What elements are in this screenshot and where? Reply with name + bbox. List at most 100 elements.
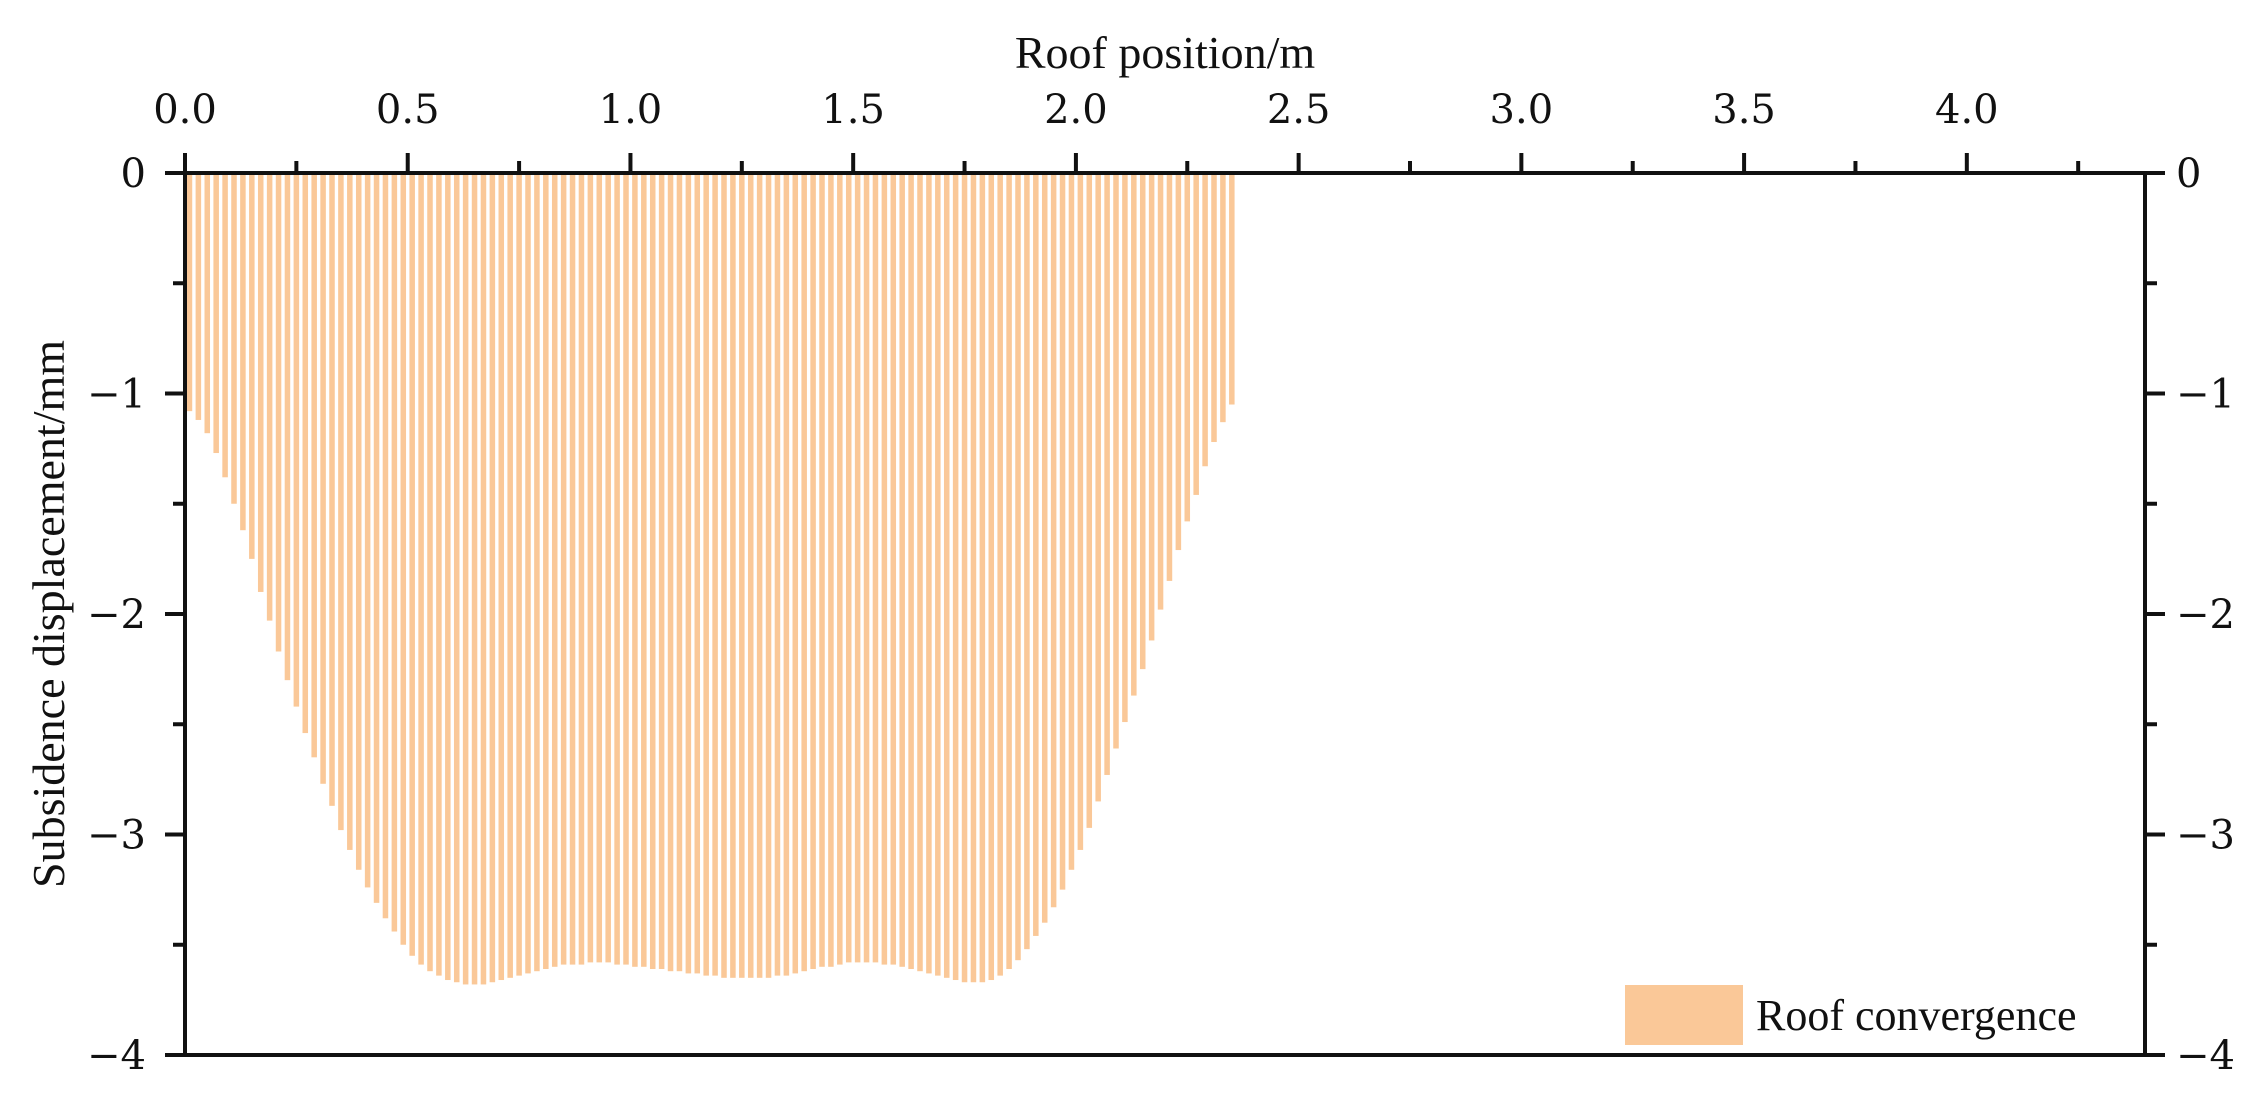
bar-104	[1113, 173, 1119, 749]
bar-114	[1202, 173, 1208, 467]
bar-39	[534, 173, 540, 972]
bar-10	[275, 173, 282, 652]
bar-81	[908, 173, 914, 970]
bar-37	[516, 173, 522, 976]
bar-14	[311, 173, 317, 758]
bar-41	[551, 173, 558, 967]
bar-79	[890, 173, 897, 965]
y-right-tick-label-2: −2	[2176, 592, 2235, 638]
bar-55	[676, 173, 683, 972]
bar-115	[1211, 173, 1217, 443]
bar-23	[391, 173, 398, 932]
bar-61	[730, 173, 736, 978]
bar-21	[373, 173, 380, 903]
bar-7	[249, 173, 255, 559]
bar-71	[819, 173, 825, 967]
legend-swatch	[1625, 985, 1743, 1045]
bar-28	[436, 173, 442, 976]
x-tick-label-2: 1.0	[599, 87, 663, 133]
bar-89	[979, 173, 986, 983]
x-tick-label-5: 2.5	[1267, 87, 1331, 133]
bar-75	[854, 173, 861, 963]
bar-102	[1095, 173, 1101, 802]
y-left-tick-label-3: −3	[87, 813, 146, 859]
x-tick-label-0: 0.0	[153, 87, 217, 133]
x-tick-label-8: 4.0	[1935, 87, 1999, 133]
bar-95	[1033, 173, 1039, 936]
bar-25	[409, 173, 415, 956]
ticks-group	[165, 153, 2165, 1057]
bar-35	[498, 173, 505, 981]
bar-15	[320, 173, 326, 784]
bar-84	[935, 173, 941, 976]
y-left-tick-label-1: −1	[87, 372, 146, 418]
bar-45	[587, 173, 594, 963]
y-right-tick-label-4: −4	[2176, 1033, 2235, 1079]
bar-92	[1006, 173, 1012, 970]
bar-100	[1077, 173, 1084, 850]
bar-49	[623, 173, 629, 965]
x-tick-label-3: 1.5	[821, 87, 885, 133]
bar-62	[739, 173, 745, 978]
bar-4	[222, 173, 228, 478]
bar-43	[569, 173, 576, 965]
y-right-tick-label-3: −3	[2176, 813, 2235, 859]
bar-99	[1068, 173, 1075, 870]
bar-74	[845, 173, 852, 963]
bar-46	[596, 173, 603, 963]
bar-3	[213, 173, 219, 454]
y-left-tick-label-4: −4	[87, 1033, 146, 1079]
bar-87	[961, 173, 968, 983]
tick-labels-group: 0.0 0.5 1.0 1.5 2.0 2.5 3.0 3.5 4.0 0 −1 −2 −3 −4 0 −1 −…	[87, 87, 2235, 1079]
bar-66	[774, 173, 781, 976]
bar-91	[997, 173, 1003, 976]
bar-108	[1148, 173, 1155, 641]
bar-27	[427, 173, 433, 972]
bars-group	[186, 173, 1235, 985]
bar-73	[837, 173, 843, 965]
bar-70	[810, 173, 816, 970]
bar-42	[560, 173, 567, 965]
bar-22	[382, 173, 389, 919]
bar-50	[632, 173, 638, 967]
bar-107	[1139, 173, 1146, 670]
bar-31	[462, 173, 469, 985]
bar-60	[721, 173, 727, 978]
bar-78	[881, 173, 888, 965]
bar-48	[614, 173, 620, 965]
bar-82	[917, 173, 923, 972]
y-right-tick-label-0: 0	[2176, 151, 2201, 197]
bar-40	[543, 173, 549, 970]
bar-38	[525, 173, 531, 974]
bar-65	[765, 173, 772, 978]
bar-85	[943, 173, 950, 978]
bar-33	[480, 173, 487, 985]
bar-1	[195, 173, 202, 420]
bar-109	[1157, 173, 1164, 610]
bar-19	[355, 173, 362, 870]
y-axis-title: Subsidence displacement/mm	[23, 340, 74, 888]
bar-77	[872, 173, 879, 963]
x-axis-title: Roof position/m	[1015, 27, 1316, 78]
bar-67	[783, 173, 790, 976]
bar-88	[970, 173, 977, 983]
bar-17	[338, 173, 344, 831]
bar-93	[1015, 173, 1021, 961]
bar-29	[445, 173, 451, 981]
bar-117	[1229, 173, 1235, 405]
bar-69	[801, 173, 807, 972]
bar-36	[507, 173, 513, 978]
plot-frame	[183, 171, 2147, 1057]
bar-110	[1166, 173, 1173, 581]
legend-label: Roof convergence	[1756, 991, 2077, 1040]
x-tick-label-1: 0.5	[376, 87, 440, 133]
bar-72	[828, 173, 834, 967]
bar-2	[204, 173, 211, 434]
bar-26	[418, 173, 424, 965]
bar-16	[329, 173, 335, 806]
bar-98	[1059, 173, 1066, 890]
bar-47	[605, 173, 611, 963]
bar-9	[266, 173, 273, 621]
bar-113	[1193, 173, 1199, 495]
bar-80	[899, 173, 905, 967]
